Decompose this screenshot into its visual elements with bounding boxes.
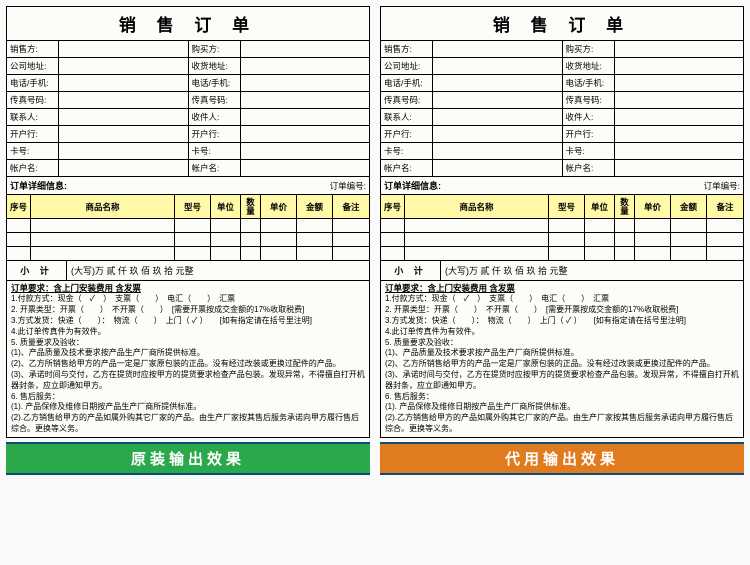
- detail-title: 订单详细信息:: [7, 177, 70, 194]
- form-title: 销 售 订 单: [7, 7, 369, 41]
- item-row[interactable]: [7, 247, 369, 261]
- terms-block: 订单要求：含上门安装费用 含发票 1.付款方式：现金（ ✓ ） 支票（ ） 电汇…: [7, 281, 369, 437]
- buyer-label: 购买方:: [189, 41, 241, 57]
- seller-value[interactable]: [59, 41, 189, 57]
- item-row[interactable]: [7, 233, 369, 247]
- subtotal-label: 小 计: [7, 261, 67, 280]
- addr2-label: 收货地址:: [189, 58, 241, 74]
- sales-order-form-right: 销 售 订 单 销售方:购买方: 公司地址:收货地址: 电话/手机:电话/手机:…: [380, 6, 744, 438]
- original-output-button[interactable]: 原装输出效果: [6, 442, 370, 475]
- item-row[interactable]: [7, 219, 369, 233]
- seller-label: 销售方:: [7, 41, 59, 57]
- order-no-label: 订单编号:: [327, 178, 369, 194]
- item-header: 序号 商品名称 型号 单位 数 量 单价 金额 备注: [7, 195, 369, 219]
- addr1-label: 公司地址:: [7, 58, 59, 74]
- sales-order-form-left: 销 售 订 单 销售方:购买方: 公司地址:收货地址: 电话/手机:电话/手机:…: [6, 6, 370, 438]
- substitute-output-button[interactable]: 代用输出效果: [380, 442, 744, 475]
- subtotal-text: (大写)万 貳 仟 玖 佰 玖 拾 元整: [67, 262, 369, 279]
- buyer-value[interactable]: [241, 41, 370, 57]
